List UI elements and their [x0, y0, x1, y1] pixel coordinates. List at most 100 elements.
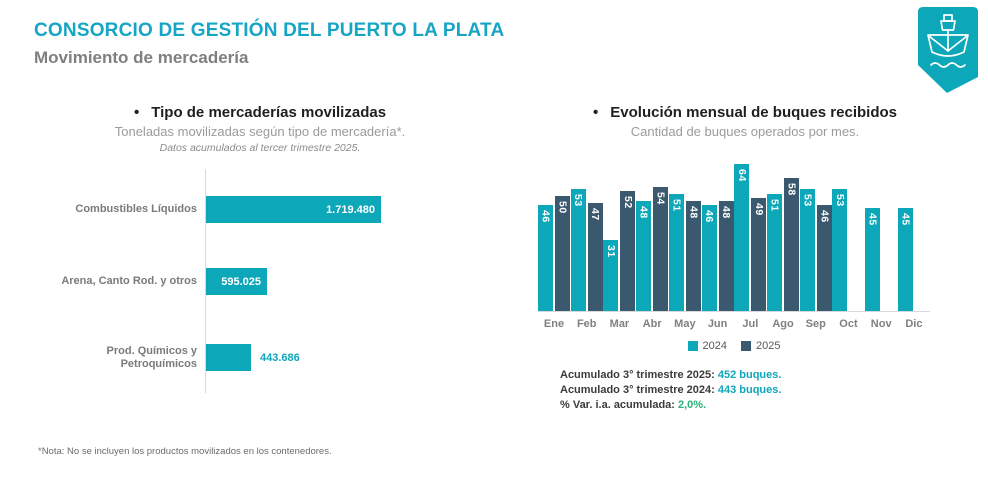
bar-group: 51 48: [668, 194, 701, 311]
summary-label: % Var. i.a. acumulada:: [560, 399, 678, 411]
bar-group: 31 52: [603, 191, 636, 311]
month-label: Ago: [772, 318, 794, 330]
bullet-icon: •: [133, 104, 140, 121]
legend-swatch-icon: [741, 341, 751, 351]
value-label: 51: [670, 199, 683, 212]
y-axis-line: [205, 169, 206, 393]
value-label: 58: [785, 183, 798, 196]
value-label: 1.719.480: [326, 203, 375, 216]
tonnage-bar: 595.025: [206, 268, 267, 295]
value-label: 51: [768, 199, 781, 212]
vessel-bar-2024: 53: [570, 189, 586, 311]
value-label: 443.686: [260, 351, 300, 364]
value-label: 52: [621, 196, 634, 209]
value-label: 48: [687, 206, 700, 219]
value-label: 31: [604, 245, 617, 258]
month-label: Jul: [742, 318, 759, 330]
summary-block: Acumulado 3° trimestre 2025: 452 buques.…: [560, 368, 970, 413]
vessel-bar-2024: 64: [734, 164, 750, 311]
vessel-bar-2025: 48: [718, 201, 734, 311]
bar-group: 45: [897, 208, 930, 311]
tonnage-plot-area: Combustibles Líquidos 1.719.480 Arena, Can…: [30, 159, 490, 459]
summary-value: 443 buques.: [717, 384, 782, 396]
footnote: *Nota: No se incluyen los productos movi…: [38, 446, 332, 457]
value-label: 49: [752, 203, 765, 216]
month-label: Mar: [609, 318, 630, 330]
bar-group: 45: [865, 208, 897, 311]
bar-group: 46 50: [538, 196, 570, 311]
vessel-bar-2024: 48: [636, 201, 652, 311]
tonnage-chart-subtitle: Toneladas movilizadas según tipo de merc…: [114, 124, 406, 139]
vessel-bar-2024: 51: [767, 194, 783, 311]
vessel-bar-2025: 47: [587, 203, 603, 311]
vessel-bar-2025: 49: [751, 198, 767, 311]
vessels-plot-wrap: 46 50 53 47 31 52 48 54 51 48 46 48 64 49 51 58 53 46 53 45…: [538, 163, 930, 352]
ship-icon: [918, 7, 978, 93]
value-label: 46: [703, 210, 716, 223]
month-label: Sep: [805, 318, 826, 330]
value-label: 54: [654, 192, 667, 205]
vessel-bar-2024: 45: [897, 208, 913, 311]
bar-group: 48 54: [636, 187, 669, 311]
page-subtitle: Movimiento de mercadería: [34, 48, 249, 67]
vessel-bar-2025: 50: [555, 196, 570, 311]
table-row: Arena, Canto Rod. y otros 595.025: [30, 268, 490, 295]
value-label: 53: [801, 194, 814, 207]
vessel-bar-2024: 46: [701, 205, 717, 311]
vessel-bar-2025: 46: [816, 205, 832, 311]
summary-line: Acumulado 3° trimestre 2025: 452 buques.: [560, 368, 970, 383]
legend-swatch-icon: [687, 341, 698, 351]
value-label: 53: [572, 194, 585, 207]
vessels-chart-section: • Evolución mensual de buques recibidos C…: [520, 103, 970, 413]
month-label: Abr: [642, 318, 662, 330]
legend-label: 2025: [756, 340, 781, 352]
value-label: 50: [556, 201, 569, 214]
value-label: 48: [720, 206, 733, 219]
tonnage-chart-note: Datos acumulados al tercer trimestre 202…: [159, 142, 361, 154]
value-label: 48: [637, 206, 650, 219]
port-logo: [916, 6, 980, 98]
vessel-bar-2024: 46: [538, 205, 553, 311]
vessel-bar-2025: 48: [685, 201, 701, 311]
bar-group: 51 58: [767, 178, 800, 311]
vessel-bar-2024: 53: [799, 189, 815, 311]
page-title: CONSORCIO DE GESTIÓN DEL PUERTO LA PLATA: [34, 20, 505, 41]
category-label: Combustibles Líquidos: [75, 203, 197, 215]
month-label: May: [674, 318, 696, 330]
tonnage-bar: [206, 344, 251, 371]
month-label: Ene: [543, 318, 565, 330]
legend-label: 2024: [702, 340, 727, 352]
summary-line: Acumulado 3° trimestre 2024: 443 buques.: [560, 383, 970, 398]
table-row: Combustibles Líquidos 1.719.480: [30, 196, 490, 223]
legend-item-2025: 2025: [741, 340, 780, 352]
summary-value: 452 buques.: [717, 369, 782, 381]
bar-group: 53: [832, 189, 864, 311]
summary-value: 2,0%.: [678, 399, 707, 411]
vessel-bar-2025: 58: [784, 178, 800, 311]
value-label: 47: [589, 208, 602, 221]
month-label: Jun: [707, 318, 728, 330]
value-label: 46: [539, 210, 552, 223]
value-label: 45: [866, 213, 879, 226]
summary-label: Acumulado 3° trimestre 2025:: [560, 369, 718, 381]
vessel-bar-2024: 45: [865, 208, 881, 311]
summary-line: % Var. i.a. acumulada: 2,0%.: [560, 398, 970, 413]
bar-group: 53 46: [799, 189, 832, 311]
value-label: 595.025: [221, 275, 261, 288]
tonnage-chart-section: • Tipo de mercaderías movilizadas Tonelad…: [30, 103, 490, 459]
summary-label: Acumulado 3° trimestre 2024:: [560, 384, 718, 396]
vessels-chart-title: • Evolución mensual de buques recibidos: [593, 104, 897, 121]
vessel-bar-2024: 31: [603, 240, 619, 311]
category-label: Arena, Canto Rod. y otros: [61, 275, 197, 287]
table-row: Prod. Químicos y Petroquímicos 443.686: [30, 344, 490, 371]
vessels-chart-subtitle: Cantidad de buques operados por mes.: [630, 124, 860, 139]
vessels-plot-area: 46 50 53 47 31 52 48 54 51 48 46 48 64 49 51 58 53 46 53 45…: [538, 163, 930, 312]
bar-group: 64 49: [734, 164, 767, 311]
value-label: 53: [833, 194, 846, 207]
month-label: Feb: [576, 318, 597, 330]
x-axis-labels: Ene Feb Mar Abr May Jun Jul Ago Sep Oct Nov Dic: [538, 318, 930, 330]
vessel-bar-2024: 53: [832, 189, 848, 311]
value-label: 45: [899, 213, 912, 226]
tonnage-chart-title: • Tipo de mercaderías movilizadas: [133, 104, 387, 121]
